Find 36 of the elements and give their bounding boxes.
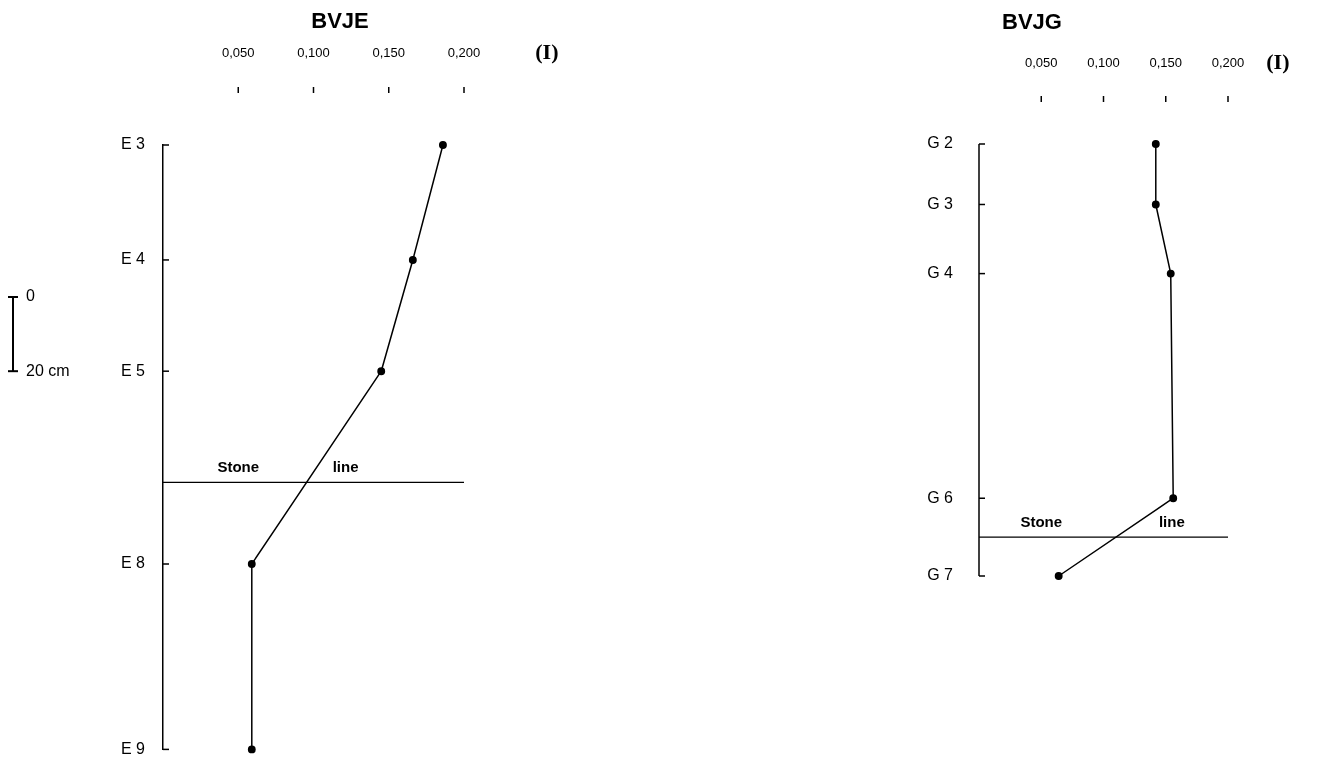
point [247, 560, 256, 568]
x-tick-label: 0,200 [447, 44, 481, 60]
text: G 4 [927, 264, 954, 282]
x-tick-label: 0,050 [1024, 54, 1058, 70]
chart-title: BVJG [1002, 9, 1062, 35]
point [408, 256, 417, 264]
point [1054, 572, 1063, 580]
point [247, 745, 256, 754]
text: E 4 [120, 250, 146, 268]
text: G 3 [927, 194, 954, 212]
point [1169, 494, 1178, 503]
text: G 7 [927, 566, 954, 584]
text: E 5 [120, 361, 146, 379]
text: G 2 [927, 134, 954, 152]
chart-title: BVJE [311, 8, 369, 34]
x-axis-title: (I) [1266, 48, 1290, 74]
x-tick-label: 0,150 [1149, 54, 1183, 70]
text: Stone line [1020, 512, 1185, 530]
point [1151, 140, 1160, 148]
text: E 9 [120, 739, 146, 757]
x-tick-label: 0,050 [221, 44, 255, 60]
text: E 8 [120, 554, 146, 572]
x-tick-label: 0,200 [1211, 54, 1245, 70]
y-tick-label: 20 cm [26, 361, 70, 379]
point [377, 367, 386, 376]
point [1151, 200, 1160, 209]
x-tick-label: 0,100 [297, 44, 330, 60]
x-tick-label: 0,100 [1087, 54, 1120, 70]
x-tick-label: 0,150 [372, 44, 406, 60]
text: G 6 [927, 488, 954, 506]
point [1166, 269, 1175, 278]
x-axis-title: (I) [535, 38, 559, 64]
point [438, 141, 447, 149]
text: E 3 [120, 135, 146, 153]
y-tick-label: 0 [26, 287, 35, 305]
text: Stone line [217, 458, 359, 476]
